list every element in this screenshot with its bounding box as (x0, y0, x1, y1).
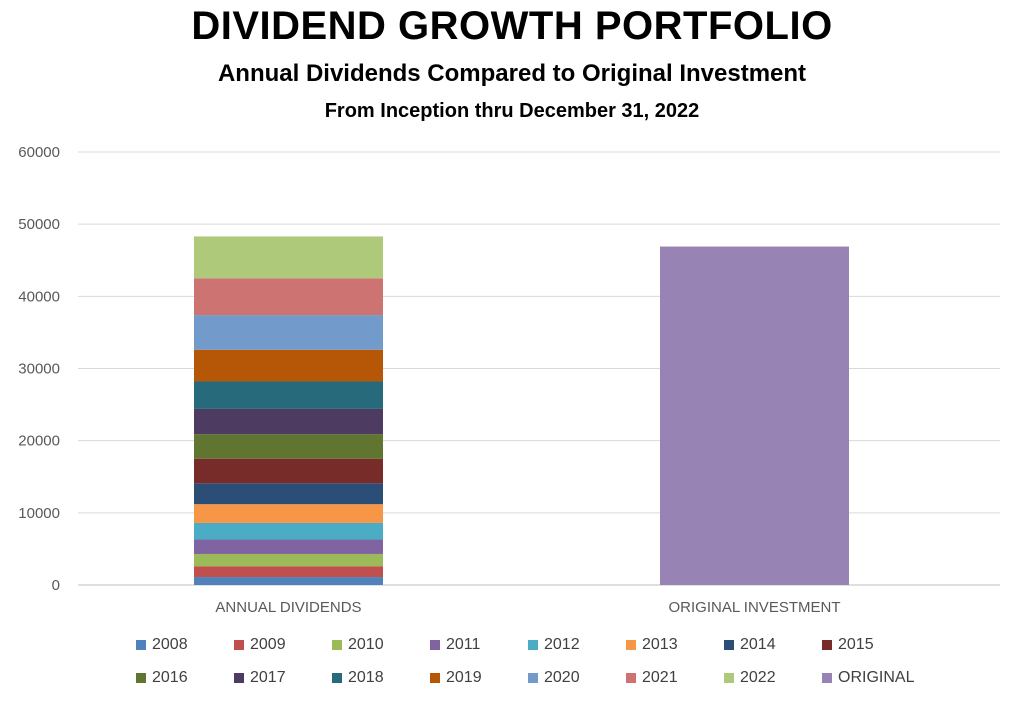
legend-label: ORIGINAL (838, 669, 915, 686)
x-category-label: ANNUAL DIVIDENDS (215, 599, 361, 616)
y-tick-label: 10000 (18, 505, 60, 522)
legend-item: 2013 (626, 636, 678, 654)
legend-label: 2018 (348, 669, 384, 686)
legend-swatch (626, 640, 636, 650)
y-tick-label: 20000 (18, 433, 60, 450)
bar-segment-2019 (194, 349, 383, 382)
legend-label: 2021 (642, 669, 678, 686)
chart-subtitle: Annual Dividends Compared to Original In… (217, 60, 807, 87)
bar-segment-2012 (194, 522, 383, 540)
legend-item: 2011 (430, 636, 480, 654)
legend-item: 2010 (332, 636, 384, 654)
legend-label: 2015 (838, 636, 874, 653)
bar-segment-2013 (194, 504, 383, 523)
legend-item: 2021 (626, 669, 678, 687)
legend-swatch (234, 673, 244, 683)
legend-swatch (724, 673, 734, 683)
legend-swatch (332, 673, 342, 683)
y-tick-label: 50000 (18, 216, 60, 233)
legend-swatch (528, 673, 538, 683)
legend-label: 2014 (740, 636, 776, 653)
legend-item: 2008 (136, 636, 188, 654)
bar-segment-2015 (194, 458, 383, 484)
legend-label: 2011 (446, 636, 481, 653)
bar-segment-2010 (194, 553, 383, 567)
bar-segment-2016 (194, 434, 383, 459)
legend-swatch (136, 640, 146, 650)
legend-swatch (332, 640, 342, 650)
y-tick-label: 40000 (18, 288, 60, 305)
legend-swatch (822, 673, 832, 683)
bar-segment-2014 (194, 483, 383, 505)
bar-segment-2017 (194, 408, 383, 435)
legend-label: 2016 (152, 669, 188, 686)
legend-swatch (528, 640, 538, 650)
bar-segment-2021 (194, 278, 383, 316)
legend-item: 2014 (724, 636, 776, 654)
legend-swatch (430, 640, 440, 650)
legend-label: 2019 (446, 669, 482, 686)
legend-item: 2015 (822, 636, 874, 654)
legend-item: 2009 (234, 636, 286, 654)
y-tick-label: 30000 (18, 361, 60, 378)
legend-item: 2018 (332, 669, 384, 687)
x-category-label: ORIGINAL INVESTMENT (669, 599, 841, 616)
legend-item: 2020 (528, 669, 580, 687)
bar-segment-2022 (194, 236, 383, 279)
legend-swatch (626, 673, 636, 683)
legend-label: 2013 (642, 636, 678, 653)
bar-segment-2008 (194, 577, 383, 585)
legend-item: 2017 (234, 669, 286, 687)
legend-item: 2012 (528, 636, 580, 654)
legend-label: 2008 (152, 636, 188, 653)
bar-segment-2009 (194, 566, 383, 578)
legend-label: 2017 (250, 669, 286, 686)
legend-item: 2019 (430, 669, 482, 687)
legend-swatch (136, 673, 146, 683)
bar-segment-original (660, 246, 849, 585)
bar-segment-2020 (194, 315, 383, 350)
stacked-bar-chart: 0 10000 20000 30000 40000 50000 60000 ANNUAL DI… (18, 144, 1000, 616)
chart-title: DIVIDEND GROWTH PORTFOLIO (191, 4, 833, 48)
legend-label: 2009 (250, 636, 286, 653)
legend-swatch (724, 640, 734, 650)
legend-swatch (430, 673, 440, 683)
legend-item: 2022 (724, 669, 776, 687)
y-tick-label: 60000 (18, 144, 60, 161)
legend-label: 2012 (544, 636, 580, 653)
bar-segment-2018 (194, 381, 383, 409)
legend-swatch (234, 640, 244, 650)
legend-label: 2022 (740, 669, 776, 686)
chart-date-range: From Inception thru December 31, 2022 (324, 100, 700, 122)
bar-segment-2011 (194, 539, 383, 554)
legend-item: 2016 (136, 669, 188, 687)
legend-label: 2020 (544, 669, 580, 686)
legend-item: ORIGINAL (822, 669, 914, 687)
legend-swatch (822, 640, 832, 650)
legend-label: 2010 (348, 636, 384, 653)
y-tick-label: 0 (52, 577, 60, 594)
